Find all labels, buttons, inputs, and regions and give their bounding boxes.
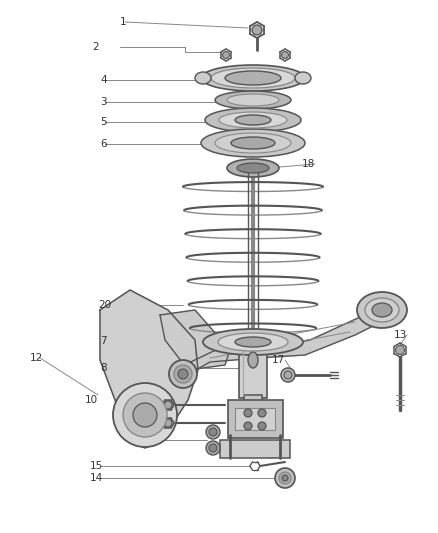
Bar (220, 440, 290, 458)
Polygon shape (160, 310, 230, 370)
Circle shape (169, 360, 197, 388)
Bar (235, 408, 275, 430)
Text: 9: 9 (148, 435, 155, 445)
Text: 3: 3 (100, 97, 106, 107)
Text: 4: 4 (100, 75, 106, 85)
Circle shape (223, 52, 230, 59)
Ellipse shape (215, 133, 291, 153)
Text: 17: 17 (272, 355, 285, 365)
Text: 18: 18 (302, 159, 315, 169)
Text: 6: 6 (100, 139, 106, 149)
Text: 16: 16 (258, 425, 271, 435)
Circle shape (209, 444, 217, 452)
Ellipse shape (248, 352, 258, 368)
Circle shape (133, 403, 157, 427)
Circle shape (275, 468, 295, 488)
Bar (228, 400, 283, 438)
Circle shape (206, 441, 220, 455)
Bar (244, 395, 262, 435)
Text: 2: 2 (92, 42, 99, 52)
Ellipse shape (227, 159, 279, 177)
Ellipse shape (205, 108, 301, 132)
Polygon shape (100, 290, 198, 448)
Circle shape (258, 422, 266, 430)
Circle shape (206, 425, 220, 439)
Text: 14: 14 (90, 473, 103, 483)
Text: 11: 11 (377, 300, 390, 310)
Ellipse shape (215, 91, 291, 109)
Ellipse shape (203, 329, 303, 355)
Circle shape (252, 25, 262, 35)
Text: 13: 13 (394, 330, 407, 340)
Text: 12: 12 (30, 353, 43, 363)
Ellipse shape (365, 298, 399, 322)
Ellipse shape (225, 71, 281, 85)
Bar (239, 348, 267, 398)
Ellipse shape (235, 337, 271, 347)
Circle shape (282, 475, 288, 481)
Polygon shape (178, 310, 382, 380)
Circle shape (284, 371, 292, 379)
Ellipse shape (218, 333, 288, 351)
Ellipse shape (219, 112, 287, 128)
Text: 15: 15 (90, 461, 103, 471)
Text: 5: 5 (100, 117, 106, 127)
Circle shape (164, 419, 172, 427)
Circle shape (174, 365, 192, 383)
Ellipse shape (235, 115, 271, 125)
Text: 10: 10 (85, 395, 98, 405)
Text: 7: 7 (100, 336, 106, 346)
Circle shape (113, 383, 177, 447)
Text: 20: 20 (98, 300, 111, 310)
Ellipse shape (211, 68, 295, 88)
Ellipse shape (295, 72, 311, 84)
Circle shape (282, 52, 289, 59)
Circle shape (244, 422, 252, 430)
Circle shape (279, 472, 291, 484)
Text: 1: 1 (120, 17, 127, 27)
Circle shape (178, 369, 188, 379)
Circle shape (258, 409, 266, 417)
Circle shape (209, 428, 217, 436)
Circle shape (123, 393, 167, 437)
Ellipse shape (237, 163, 269, 173)
Circle shape (164, 401, 172, 409)
Ellipse shape (231, 137, 275, 149)
Ellipse shape (357, 292, 407, 328)
Ellipse shape (201, 65, 305, 91)
Circle shape (281, 368, 295, 382)
Circle shape (396, 345, 405, 354)
Ellipse shape (195, 72, 211, 84)
Circle shape (244, 409, 252, 417)
Text: 8: 8 (100, 363, 106, 373)
Ellipse shape (201, 129, 305, 157)
Ellipse shape (227, 94, 279, 106)
Ellipse shape (372, 303, 392, 317)
